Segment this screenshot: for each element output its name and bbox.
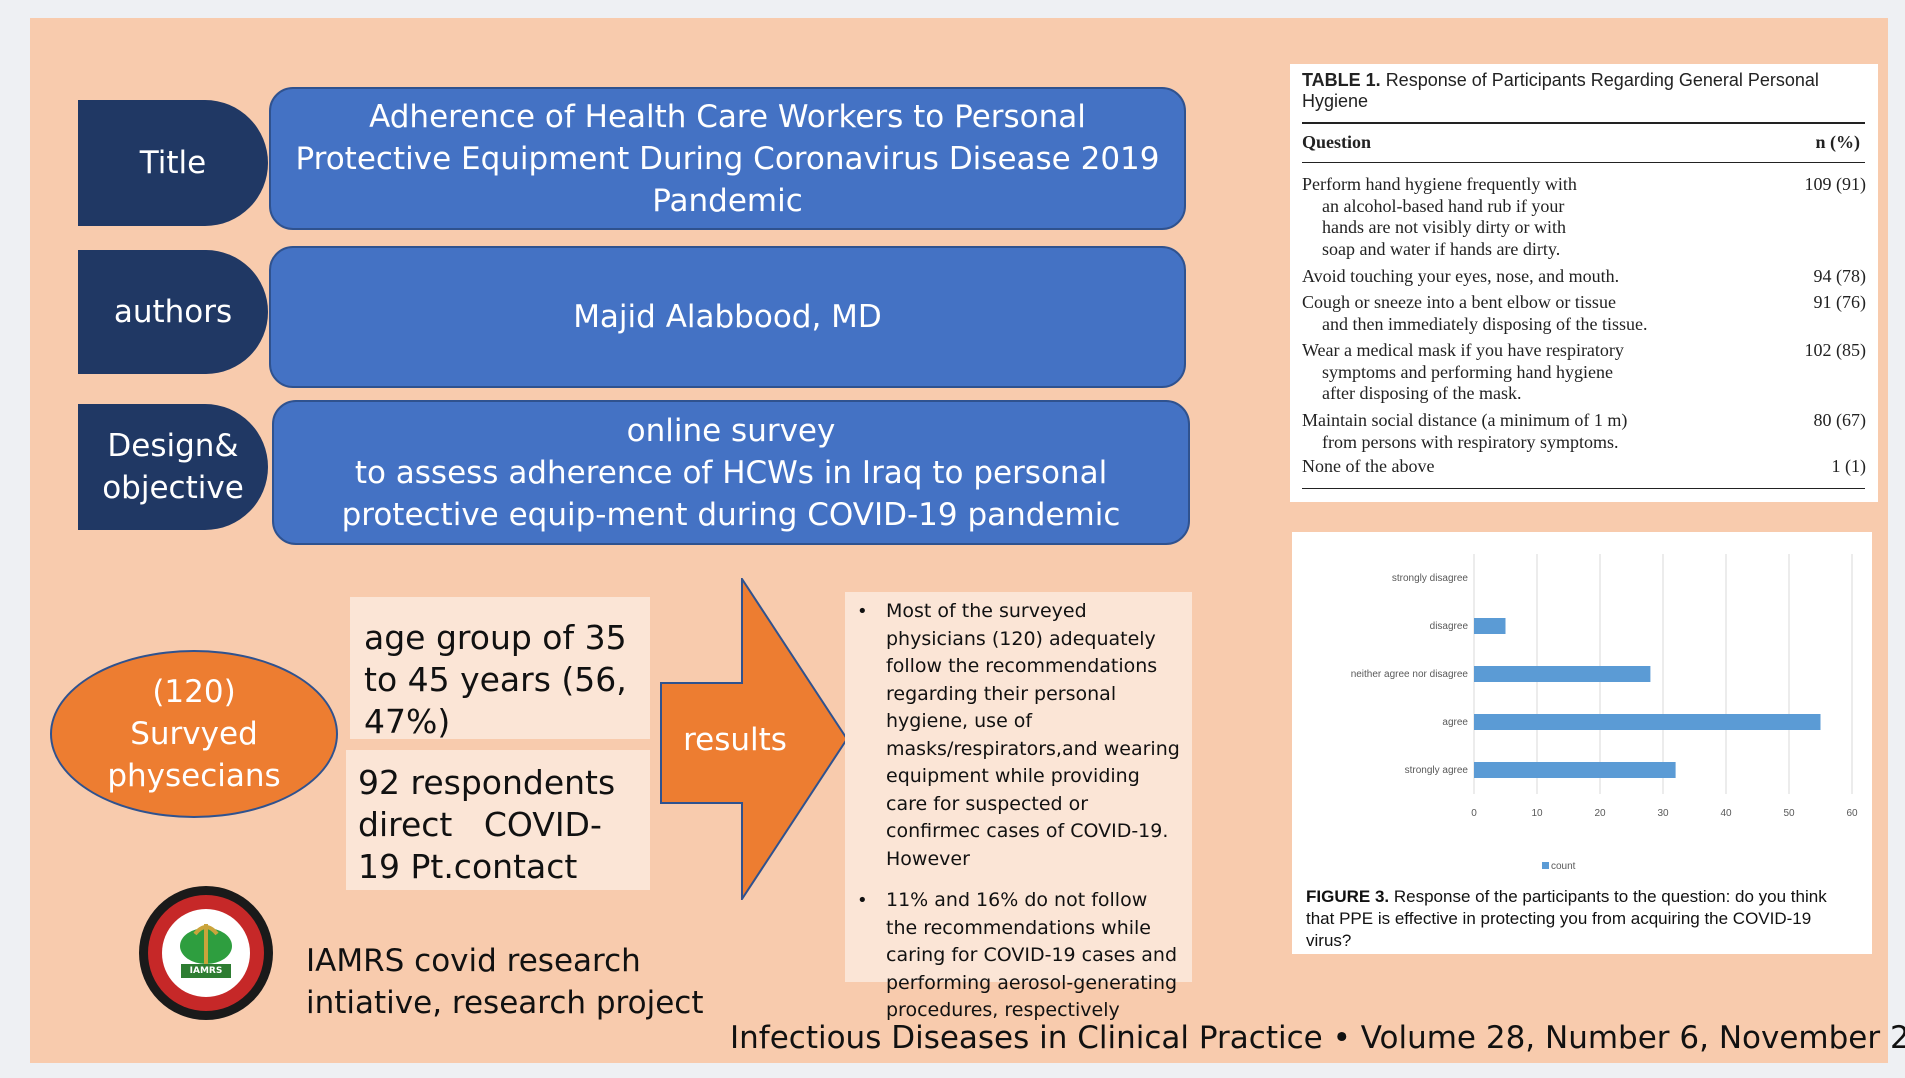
bar — [1474, 618, 1506, 634]
bar — [1474, 762, 1676, 778]
initiative-text: IAMRS covid research intiative, research… — [306, 943, 704, 1021]
category-label: strongly agree — [1405, 765, 1469, 776]
category-label: disagree — [1430, 621, 1469, 632]
x-tick-label: 0 — [1471, 808, 1477, 819]
design-box: online survey to assess adherence of HCW… — [272, 400, 1190, 545]
results-box: Most of the surveyed physicians (120) ad… — [845, 592, 1192, 1021]
x-tick-label: 30 — [1657, 808, 1669, 819]
table-question: Cough or sneeze into a bent elbow or tis… — [1302, 292, 1722, 335]
table-value: 102 (85) — [1804, 340, 1867, 360]
category-label: strongly disagree — [1392, 573, 1469, 584]
figure-panel: 0 10 20 30 40 50 60 strongly disagree disagree ne… — [1292, 532, 1872, 954]
table-value: 91 (76) — [1813, 292, 1867, 312]
footer-citation: Infectious Diseases in Clinical Practice… — [730, 1020, 1905, 1056]
table-question-line: and then immediately disposing of the ti… — [1322, 313, 1648, 334]
x-tick-label: 50 — [1783, 808, 1795, 819]
results-list: Most of the surveyed physicians (120) ad… — [845, 598, 1182, 1025]
result-item-2: 11% and 16% do not follow the recommenda… — [845, 887, 1182, 1025]
table-caption-text: Response of Participants Regarding Gener… — [1302, 70, 1819, 111]
table-question: Maintain social distance (a minimum of 1… — [1302, 410, 1722, 453]
table-question-line: soap and water if hands are dirty. — [1322, 238, 1561, 259]
table-caption: TABLE 1. Response of Participants Regard… — [1302, 70, 1862, 112]
table-value: 80 (67) — [1813, 410, 1867, 430]
table-value: 1 (1) — [1831, 456, 1867, 476]
table-question-line: symptoms and performing hand hygiene — [1322, 361, 1613, 382]
table-question-line: Perform hand hygiene frequently with — [1302, 174, 1577, 194]
table-caption-bold: TABLE 1. — [1302, 70, 1381, 90]
result-item-1: Most of the surveyed physicians (120) ad… — [845, 598, 1182, 873]
table-value: 94 (78) — [1813, 266, 1867, 286]
category-label: neither agree nor disagree — [1351, 669, 1469, 680]
design-line-2: to assess adherence of HCWs in Iraq to p… — [341, 454, 1121, 533]
design-line-1: online survey — [626, 412, 836, 449]
table-question-line: hands are not visibly dirty or with — [1322, 217, 1566, 237]
table-question-line: Avoid touching your eyes, nose, and mout… — [1302, 266, 1620, 286]
legend-label: count — [1551, 861, 1576, 872]
table-question: None of the above — [1302, 456, 1722, 478]
x-tick-label: 60 — [1846, 808, 1858, 819]
bar-chart: 0 10 20 30 40 50 60 strongly disagree disagree ne… — [1351, 554, 1858, 872]
results-label: results — [683, 722, 787, 758]
table-question-line: from persons with respiratory symptoms. — [1322, 431, 1619, 452]
figure-caption: FIGURE 3. Response of the participants t… — [1306, 886, 1846, 952]
table-question-line: Maintain social distance (a minimum of 1… — [1302, 410, 1628, 430]
table-question: Perform hand hygiene frequently with an a… — [1302, 174, 1722, 260]
table-question-line: Wear a medical mask if you have respirat… — [1302, 340, 1624, 360]
x-tick-label: 20 — [1594, 808, 1606, 819]
table-question: Avoid touching your eyes, nose, and mout… — [1302, 266, 1722, 288]
bar — [1474, 666, 1651, 682]
results-arrow — [660, 578, 849, 900]
x-tick-label: 40 — [1720, 808, 1732, 819]
title-label: Title — [78, 100, 268, 226]
table-question-line: after disposing of the mask. — [1322, 383, 1522, 403]
table-rule-bottom — [1302, 488, 1865, 489]
legend-swatch — [1542, 862, 1549, 869]
surveyed-ellipse: (120) Survyed physecians — [50, 650, 338, 818]
logo-text: IAMRS — [189, 966, 223, 976]
table-rule-top — [1302, 122, 1865, 124]
table-rule-header — [1302, 162, 1865, 163]
respondents-box: 92 respondents direct COVID-19 Pt.contac… — [346, 750, 650, 890]
bar — [1474, 714, 1821, 730]
design-label: Design& objective — [78, 404, 268, 530]
figure-caption-text: Response of the participants to the ques… — [1306, 887, 1827, 950]
category-label: agree — [1442, 717, 1468, 728]
slide: Title Adherence of Health Care Workers t… — [30, 18, 1905, 1063]
table-header-question: Question — [1302, 132, 1372, 152]
figure-caption-bold: FIGURE 3. — [1306, 887, 1390, 906]
table-question-line: Cough or sneeze into a bent elbow or tis… — [1302, 292, 1616, 312]
iamrs-logo: IAMRS — [137, 884, 275, 1022]
table-value: 109 (91) — [1804, 174, 1867, 194]
title-box: Adherence of Health Care Workers to Pers… — [269, 87, 1186, 230]
age-group-box: age group of 35 to 45 years (56, 47%) — [350, 597, 650, 741]
table-question-line: None of the above — [1302, 456, 1435, 476]
table-panel: TABLE 1. Response of Participants Regard… — [1290, 64, 1878, 502]
table-question: Wear a medical mask if you have respirat… — [1302, 340, 1722, 405]
surveyed-label: Survyed physecians — [107, 716, 281, 794]
table-header-n: n (%) — [1815, 132, 1861, 152]
table-question-line: an alcohol-based hand rub if your — [1322, 195, 1565, 216]
x-tick-label: 10 — [1531, 808, 1543, 819]
surveyed-count: (120) — [152, 674, 236, 710]
authors-label: authors — [78, 250, 268, 374]
authors-box: Majid Alabbood, MD — [269, 246, 1186, 388]
